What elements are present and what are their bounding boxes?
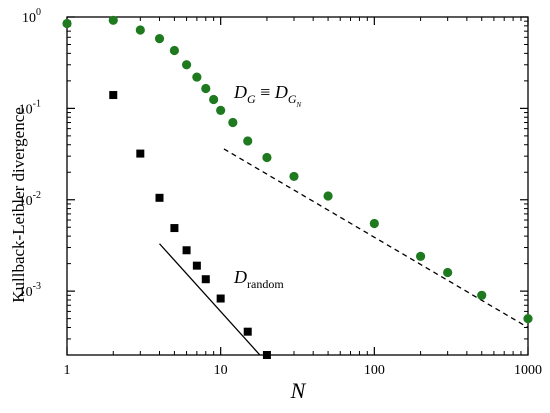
axes [66,16,529,356]
point-circle [209,94,219,105]
point-square [201,275,210,284]
svg-text:Drandom: Drandom [233,267,284,291]
point-circle [262,152,272,163]
point-circle [323,191,333,201]
point-square [182,246,191,255]
reference-lines [159,148,529,356]
point-circle [181,60,192,70]
point-square [109,91,118,100]
tick-labels: 1 10 100 1000 100 10-1 10-2 10-3 [19,7,542,378]
point-circle [108,15,118,25]
annotation-drandom-main: D [233,267,247,287]
y-tick-label: 10-2 [19,190,41,209]
point-square [243,327,252,336]
point-circle [192,72,202,82]
svg-text:DG ≡ DGN: DG ≡ DGN [233,82,302,109]
point-square [192,261,201,270]
point-circle [369,218,379,229]
x-tick-label: 100 [364,363,385,378]
dashed-fit-line [223,148,529,329]
solid-fit-line [159,243,261,356]
point-square [136,149,145,158]
point-circle [243,136,253,146]
point-circle [228,117,238,128]
annotation-dg-subsub2: N [296,101,302,109]
point-circle [443,267,453,278]
x-axis-label: N [290,378,307,403]
y-axis-label: Kullback-Leibler divergence [9,107,28,303]
annotation-drandom-sub: random [247,277,284,291]
y-tick-label: 10-1 [19,98,41,117]
annotation-dg-mid: ≡ [256,82,275,102]
point-circle [135,25,145,35]
annotation-dg: DG ≡ DGN [233,82,302,109]
point-square [155,193,164,202]
annotation-drandom: Drandom [233,267,284,291]
annotation-dg-sub2: G [288,92,297,106]
y-tick-label: 100 [22,7,41,26]
x-tick-label: 1 [64,363,71,378]
point-circle [415,251,426,261]
point-circle [201,83,211,94]
point-circle [477,290,487,300]
point-circle [62,18,72,29]
point-square [170,224,179,233]
data-marks [62,15,533,359]
point-circle [154,34,165,44]
annotation-dg-sub1: G [247,92,256,106]
point-square [262,351,271,359]
point-circle [289,171,299,182]
point-circle [523,314,533,324]
annotation-dg-main: D [233,82,247,102]
point-square [216,294,225,303]
x-tick-label: 10 [214,363,228,378]
annotation-dg-main2: D [274,82,288,102]
plot-frame [66,16,529,356]
x-tick-label: 1000 [514,363,542,378]
point-circle [169,45,180,56]
y-tick-label: 10-3 [19,281,41,300]
point-circle [216,105,226,116]
